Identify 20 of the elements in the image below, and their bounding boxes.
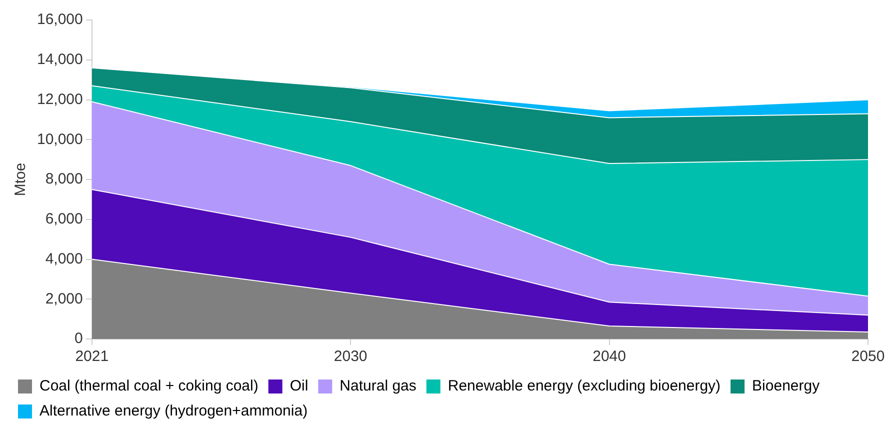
y-tick-label: 10,000	[36, 130, 83, 148]
y-tick-label: 4,000	[45, 250, 83, 268]
legend-label: Coal (thermal coal + coking coal)	[40, 378, 258, 395]
y-axis-title: Mtoe	[12, 162, 30, 196]
y-tick-label: 16,000	[36, 11, 83, 28]
x-tick-label: 2050	[851, 348, 885, 366]
legend-label: Natural gas	[340, 378, 416, 395]
x-tick-label: 2040	[592, 348, 626, 366]
legend-label: Alternative energy (hydrogen+ammonia)	[40, 402, 308, 420]
x-tick-label: 2021	[75, 348, 109, 366]
y-tick-label: 8,000	[45, 170, 83, 188]
y-tick-label: 12,000	[36, 90, 83, 108]
y-tick-label: 14,000	[36, 51, 83, 68]
legend-label: Bioenergy	[752, 378, 820, 395]
x-tick-label: 2030	[334, 348, 368, 366]
y-tick-label: 6,000	[45, 210, 83, 228]
legend-label: Oil	[290, 378, 308, 395]
y-tick-label: 2,000	[45, 290, 83, 308]
legend-label: Renewable energy (excluding bioenergy)	[448, 378, 721, 395]
y-tick-label: 0	[74, 330, 83, 348]
